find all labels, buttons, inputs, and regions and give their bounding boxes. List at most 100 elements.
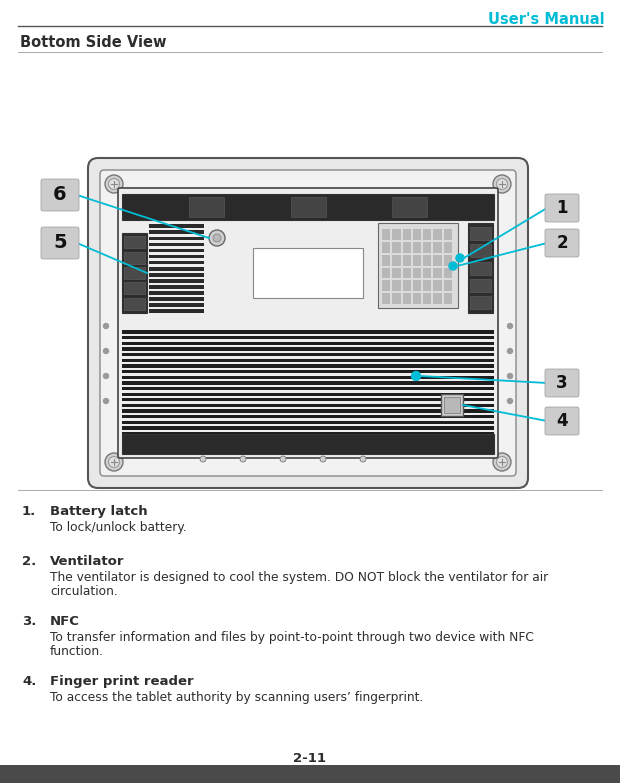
Bar xyxy=(470,262,491,275)
Circle shape xyxy=(280,456,286,462)
Circle shape xyxy=(456,254,464,262)
Text: 5: 5 xyxy=(53,233,67,252)
Bar xyxy=(423,242,432,253)
Text: 3.: 3. xyxy=(22,615,37,628)
Bar xyxy=(122,233,147,313)
Text: 4.: 4. xyxy=(22,675,37,688)
Bar xyxy=(413,293,421,304)
Text: NFC: NFC xyxy=(50,615,80,628)
Bar xyxy=(402,293,411,304)
Bar xyxy=(402,242,411,253)
Bar xyxy=(122,404,494,407)
Bar xyxy=(413,280,421,291)
Bar xyxy=(382,229,390,240)
Text: 1.: 1. xyxy=(22,505,36,518)
Circle shape xyxy=(104,399,108,403)
Circle shape xyxy=(493,175,511,193)
Text: To transfer information and files by point-to-point through two device with NFC: To transfer information and files by poi… xyxy=(50,631,534,644)
Circle shape xyxy=(493,453,511,471)
Bar xyxy=(392,293,401,304)
Text: circulation.: circulation. xyxy=(50,585,118,598)
Bar xyxy=(122,387,494,390)
Bar xyxy=(382,280,390,291)
Bar xyxy=(444,268,452,278)
FancyBboxPatch shape xyxy=(545,229,579,257)
Bar xyxy=(470,244,491,258)
Bar xyxy=(149,230,204,234)
Circle shape xyxy=(213,234,221,242)
Text: The ventilator is designed to cool the system. DO NOT block the ventilator for a: The ventilator is designed to cool the s… xyxy=(50,571,548,584)
Bar xyxy=(382,242,390,253)
Bar xyxy=(433,229,441,240)
Bar xyxy=(392,197,427,217)
Bar xyxy=(413,242,421,253)
Bar xyxy=(149,249,204,252)
Bar xyxy=(122,359,494,362)
Circle shape xyxy=(497,179,508,189)
Text: To access the tablet authority by scanning users’ fingerprint.: To access the tablet authority by scanni… xyxy=(50,691,423,704)
Bar xyxy=(402,280,411,291)
Bar xyxy=(423,229,432,240)
Bar xyxy=(149,279,204,283)
Circle shape xyxy=(240,456,246,462)
Bar xyxy=(124,298,145,309)
Text: function.: function. xyxy=(50,645,104,658)
Text: 3: 3 xyxy=(556,374,568,392)
Bar xyxy=(122,438,494,441)
Bar xyxy=(122,370,494,373)
Circle shape xyxy=(412,371,420,381)
Bar xyxy=(441,394,463,416)
Bar xyxy=(444,280,452,291)
Bar xyxy=(392,268,401,278)
Bar xyxy=(392,254,401,265)
Text: Finger print reader: Finger print reader xyxy=(50,675,193,688)
Bar xyxy=(444,242,452,253)
Circle shape xyxy=(104,348,108,353)
Bar xyxy=(122,348,494,351)
Bar xyxy=(423,280,432,291)
Bar xyxy=(149,309,204,313)
Text: Bottom Side View: Bottom Side View xyxy=(20,35,167,50)
Bar xyxy=(122,415,494,418)
Circle shape xyxy=(449,262,457,270)
Bar xyxy=(122,341,494,345)
Bar xyxy=(149,254,204,258)
Bar xyxy=(122,330,494,334)
Circle shape xyxy=(360,456,366,462)
Bar xyxy=(149,291,204,295)
Bar xyxy=(122,410,494,413)
Circle shape xyxy=(104,373,108,378)
FancyBboxPatch shape xyxy=(100,170,516,476)
Bar xyxy=(433,268,441,278)
Bar xyxy=(444,254,452,265)
Bar xyxy=(122,353,494,356)
Bar xyxy=(122,432,494,435)
Bar xyxy=(470,227,491,240)
FancyBboxPatch shape xyxy=(41,179,79,211)
Circle shape xyxy=(497,456,508,467)
Bar xyxy=(378,223,458,308)
Bar xyxy=(433,254,441,265)
Circle shape xyxy=(105,453,123,471)
Bar xyxy=(0,765,620,783)
Circle shape xyxy=(508,399,513,403)
Bar xyxy=(122,364,494,367)
Bar xyxy=(149,236,204,240)
Bar xyxy=(122,420,494,424)
Circle shape xyxy=(108,179,120,189)
Bar xyxy=(122,427,494,430)
Bar xyxy=(124,283,145,294)
FancyBboxPatch shape xyxy=(88,158,528,488)
Text: Ventilator: Ventilator xyxy=(50,555,125,568)
Bar xyxy=(470,279,491,291)
Circle shape xyxy=(508,348,513,353)
Bar xyxy=(149,298,204,301)
Bar xyxy=(124,236,145,248)
Bar xyxy=(291,197,326,217)
Bar xyxy=(402,268,411,278)
Bar xyxy=(149,285,204,289)
Bar xyxy=(122,336,494,339)
Circle shape xyxy=(104,323,108,329)
Circle shape xyxy=(209,230,225,246)
FancyBboxPatch shape xyxy=(41,227,79,259)
